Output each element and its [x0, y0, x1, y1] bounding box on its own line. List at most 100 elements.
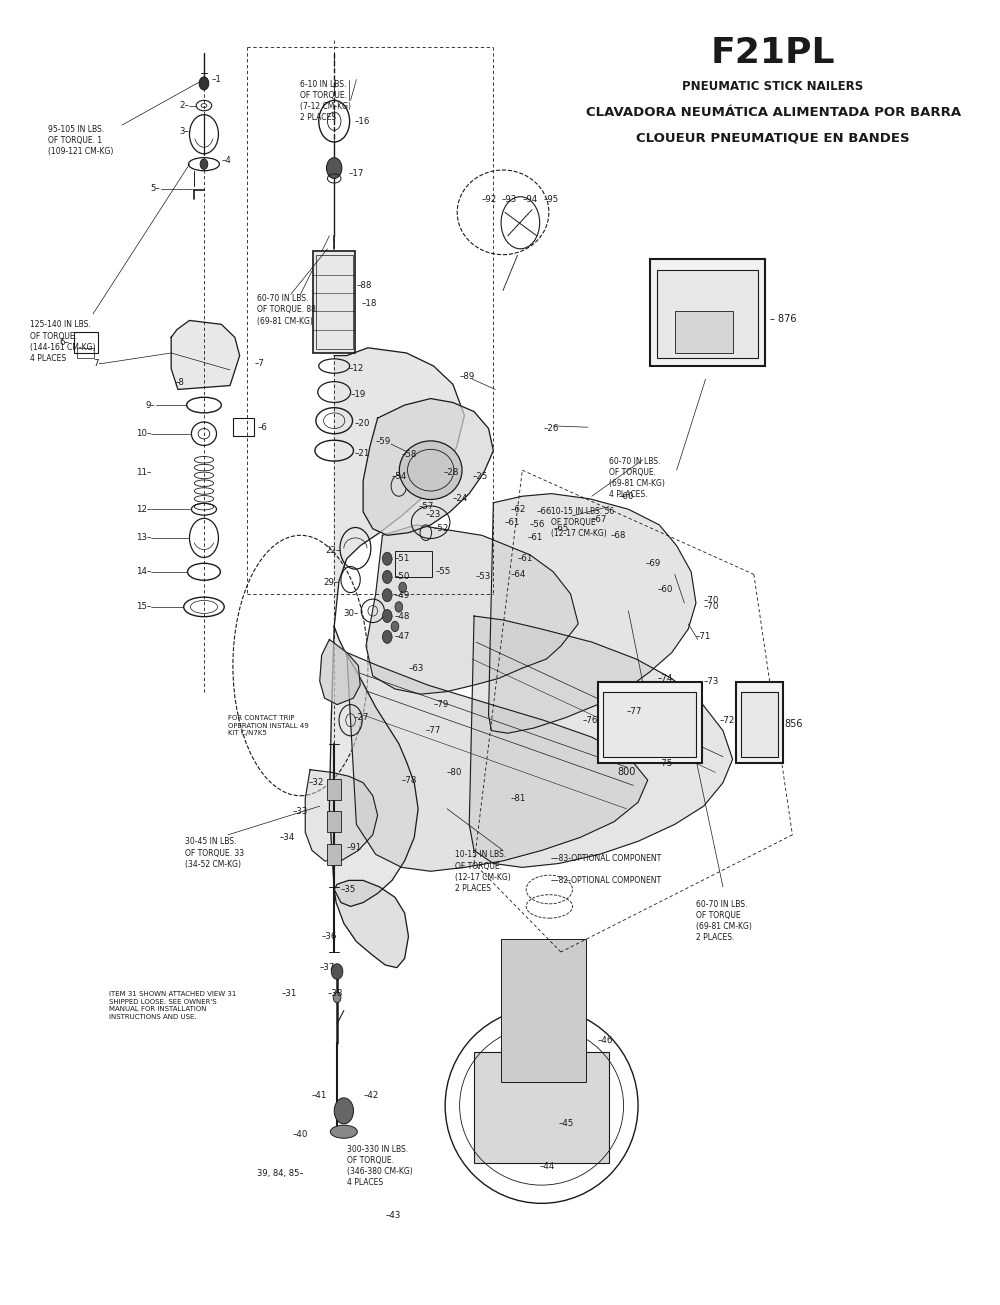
Text: –35: –35: [341, 885, 356, 894]
Text: –71: –71: [696, 633, 711, 641]
Text: –31: –31: [281, 989, 297, 998]
Circle shape: [326, 158, 342, 179]
Text: –38: –38: [327, 989, 343, 998]
Text: –33: –33: [293, 806, 308, 816]
Polygon shape: [320, 639, 360, 705]
Text: –32: –32: [308, 778, 324, 787]
Bar: [74, 333, 98, 352]
Ellipse shape: [399, 441, 462, 500]
Text: –56: –56: [530, 521, 545, 530]
Text: –76: –76: [582, 715, 597, 724]
Text: –63: –63: [408, 664, 424, 672]
Text: –79: –79: [434, 699, 449, 709]
Polygon shape: [347, 652, 648, 872]
Text: –66: –66: [537, 508, 552, 517]
Text: –44: –44: [540, 1163, 555, 1172]
Bar: [233, 418, 254, 436]
Text: –40: –40: [293, 1130, 308, 1139]
Text: –51: –51: [395, 555, 410, 564]
Circle shape: [334, 1098, 353, 1124]
Bar: [474, 1052, 609, 1163]
Text: 5–: 5–: [151, 184, 161, 193]
Text: 14–: 14–: [136, 568, 151, 577]
Bar: [501, 940, 586, 1082]
Text: –4: –4: [221, 155, 231, 164]
Text: 2–: 2–: [180, 100, 189, 110]
Text: –61: –61: [517, 555, 533, 564]
Text: –36: –36: [322, 932, 337, 941]
Text: 39, 84, 85–: 39, 84, 85–: [257, 1169, 304, 1178]
Text: –93: –93: [501, 194, 516, 204]
Text: –47: –47: [395, 633, 410, 641]
Text: –70: –70: [704, 596, 719, 606]
Text: 30-45 IN LBS.
OF TORQUE. 33
(34-52 CM-KG): 30-45 IN LBS. OF TORQUE. 33 (34-52 CM-KG…: [185, 838, 244, 869]
Text: –74: –74: [657, 675, 673, 683]
Polygon shape: [334, 347, 464, 626]
Text: ITEM 31 SHOWN ATTACHED VIEW 31
SHIPPED LOOSE. SEE OWNER'S
MANUAL FOR INSTALLATIO: ITEM 31 SHOWN ATTACHED VIEW 31 SHIPPED L…: [109, 990, 237, 1019]
Text: –19: –19: [351, 390, 366, 399]
Polygon shape: [329, 626, 418, 907]
Text: –95: –95: [544, 194, 559, 204]
Circle shape: [199, 77, 209, 90]
Text: –72: –72: [720, 715, 735, 724]
Text: 29–: 29–: [324, 578, 339, 587]
Text: –37: –37: [320, 963, 335, 972]
Bar: [77, 347, 94, 358]
Text: –12: –12: [349, 364, 364, 373]
Bar: [327, 844, 341, 865]
Bar: [736, 683, 783, 763]
Bar: [395, 551, 432, 577]
Text: –77: –77: [426, 726, 441, 735]
Text: 300-330 IN LBS.
OF TORQUE.
(346-380 CM-KG)
4 PLACES: 300-330 IN LBS. OF TORQUE. (346-380 CM-K…: [347, 1144, 412, 1188]
Text: –24: –24: [453, 495, 468, 504]
Text: –64: –64: [511, 570, 526, 579]
Text: –73: –73: [704, 677, 719, 685]
Text: –8: –8: [175, 378, 185, 388]
Bar: [327, 779, 341, 800]
Text: –65: –65: [553, 525, 569, 534]
Text: –16: –16: [354, 116, 370, 125]
Text: –78: –78: [402, 775, 417, 784]
Text: –17: –17: [349, 168, 364, 177]
Text: –20: –20: [354, 419, 370, 428]
Bar: [598, 683, 702, 763]
Text: –89: –89: [460, 372, 475, 381]
Text: –94: –94: [522, 194, 538, 204]
Text: 856: 856: [785, 719, 803, 729]
Text: 95-105 IN LBS.
OF TORQUE. 1
(109-121 CM-KG): 95-105 IN LBS. OF TORQUE. 1 (109-121 CM-…: [48, 125, 113, 157]
Text: –53: –53: [476, 573, 491, 582]
Text: –70: –70: [704, 603, 719, 612]
Text: PNEUMATIC STICK NAILERS: PNEUMATIC STICK NAILERS: [682, 80, 864, 93]
Text: 6-10 IN LBS.
OF TORQUE.
(7-12 CM-KG)
2 PLACES: 6-10 IN LBS. OF TORQUE. (7-12 CM-KG) 2 P…: [300, 80, 351, 121]
Text: –91: –91: [347, 843, 362, 852]
Text: CLOUEUR PNEUMATIQUE EN BANDES: CLOUEUR PNEUMATIQUE EN BANDES: [636, 132, 910, 145]
Circle shape: [382, 609, 392, 622]
Circle shape: [391, 621, 399, 632]
Text: –57: –57: [418, 502, 433, 512]
Text: –60: –60: [619, 492, 634, 501]
Text: –60: –60: [657, 586, 673, 595]
Text: 7–: 7–: [93, 359, 103, 368]
Text: 60-70 IN LBS.
OF TORQUE. 88
(69-81 CM-KG): 60-70 IN LBS. OF TORQUE. 88 (69-81 CM-KG…: [257, 295, 316, 325]
Text: 10-15 IN LBS.
OF TORQUE.
(12-17 CM-KG)
2 PLACES: 10-15 IN LBS. OF TORQUE. (12-17 CM-KG) 2…: [455, 851, 511, 893]
Bar: [657, 270, 758, 358]
Ellipse shape: [330, 1125, 357, 1138]
Text: FOR CONTACT TRIP
OPERATION INSTALL 49
KIT C/N7K5: FOR CONTACT TRIP OPERATION INSTALL 49 KI…: [228, 715, 309, 736]
Text: —82-OPTIONAL COMPONENT: —82-OPTIONAL COMPONENT: [551, 877, 661, 886]
Text: –41: –41: [312, 1091, 327, 1100]
Text: –61: –61: [505, 518, 520, 527]
Text: –27: –27: [353, 713, 369, 722]
Bar: [327, 812, 341, 833]
Text: 60-70 IN LBS.
OF TORQUE.
(69-81 CM-KG)
4 PLACES.: 60-70 IN LBS. OF TORQUE. (69-81 CM-KG) 4…: [609, 457, 665, 500]
Polygon shape: [305, 770, 378, 861]
Text: F21PL: F21PL: [711, 37, 835, 70]
Text: –18: –18: [361, 299, 377, 308]
Text: –23: –23: [426, 510, 441, 519]
Text: –21: –21: [354, 449, 370, 458]
Polygon shape: [366, 525, 578, 694]
Text: – 876: – 876: [770, 315, 797, 324]
Polygon shape: [489, 493, 696, 733]
Circle shape: [382, 552, 392, 565]
Text: –7: –7: [254, 359, 264, 368]
Text: –45: –45: [559, 1120, 574, 1129]
